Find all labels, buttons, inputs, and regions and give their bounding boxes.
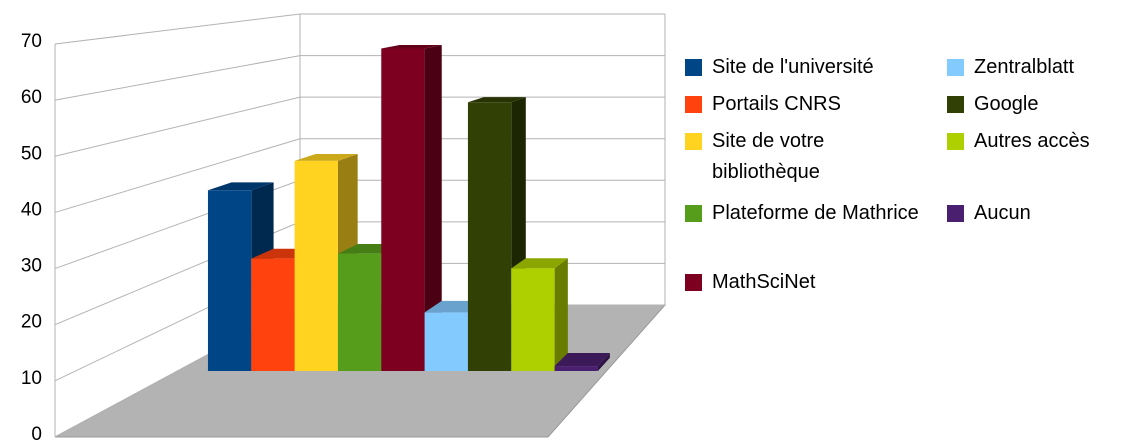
legend-label: Aucun [974, 202, 1031, 224]
legend-item: Zentralblatt [947, 52, 1134, 83]
legend-item: Autres accès [947, 126, 1134, 157]
y-tick-label: 0 [31, 424, 42, 445]
legend-swatch [685, 59, 702, 76]
legend-label: Google [974, 93, 1039, 115]
bar-front [207, 190, 252, 371]
bar-top [511, 258, 568, 269]
legend-swatch [685, 133, 702, 150]
y-tick-label: 60 [21, 87, 42, 108]
grid-line [54, 13, 665, 45]
bar [554, 353, 610, 371]
legend-item: Aucun [947, 198, 1134, 229]
grid-line [54, 96, 665, 157]
bar-front [337, 253, 382, 371]
bar-side [597, 353, 610, 371]
legend-label: Plateforme de Mathrice [712, 202, 919, 224]
bar-front [467, 102, 512, 372]
y-tick-label: 20 [21, 312, 42, 333]
legend-label: Site de votre bibliothèque [712, 130, 825, 183]
bar-front [554, 366, 598, 371]
legend-swatch [947, 133, 964, 150]
bar-front [381, 48, 425, 372]
bar-top [554, 353, 610, 367]
bar-front [424, 312, 468, 371]
legend-swatch [685, 96, 702, 113]
legend-swatch [685, 274, 702, 291]
y-tick-label: 50 [21, 143, 42, 164]
legend-swatch [947, 59, 964, 76]
legend-label: MathSciNet [712, 271, 816, 293]
bar-side [554, 258, 568, 371]
bar-top [381, 44, 442, 49]
bar [381, 44, 442, 372]
legend-item: MathSciNet [685, 267, 937, 298]
bar-top [207, 182, 274, 191]
bar-top [294, 153, 358, 161]
bar-side [424, 44, 442, 372]
grid-line [54, 55, 665, 101]
legend-swatch [947, 96, 964, 113]
y-tick-label: 10 [21, 368, 42, 389]
bar [511, 258, 568, 371]
y-tick-label: 40 [21, 199, 42, 220]
legend-label: Portails CNRS [712, 93, 841, 115]
legend-label: Autres accès [974, 130, 1090, 152]
legend-item: Site de l'université [685, 52, 937, 83]
bar-front [294, 160, 338, 371]
legend-label: Zentralblatt [974, 56, 1075, 78]
y-tick-label: 70 [21, 31, 42, 52]
legend-item: Site de votre bibliothèque [685, 126, 937, 188]
legend-item: Portails CNRS [685, 89, 937, 120]
y-tick-label: 30 [21, 256, 42, 277]
legend-item: Plateforme de Mathrice [685, 198, 937, 229]
legend-label: Site de l'université [712, 56, 874, 78]
bar-front [251, 258, 295, 371]
bar-front [511, 268, 555, 371]
legend-swatch [947, 205, 964, 222]
legend-swatch [685, 205, 702, 222]
bar-top [467, 97, 526, 103]
legend-item: Google [947, 89, 1134, 120]
grid-line [54, 138, 665, 213]
